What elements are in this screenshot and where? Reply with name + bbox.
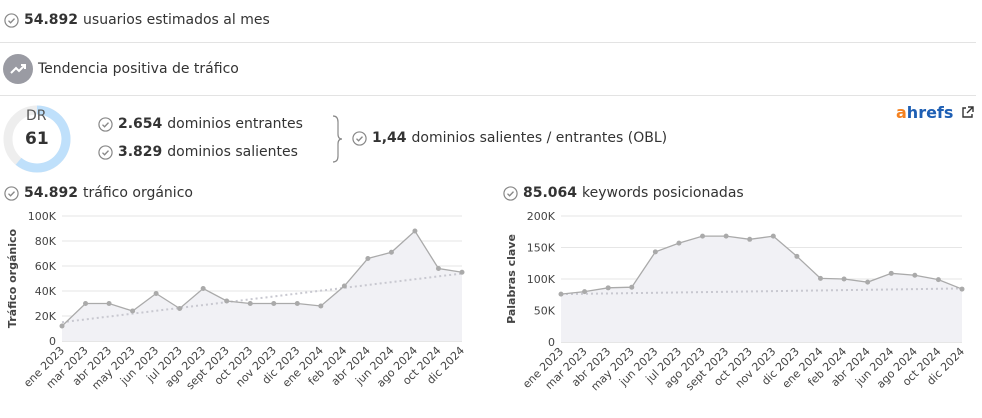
- value: 3.829: [118, 144, 163, 160]
- chart-title: 85.064 keywords posicionadas: [503, 185, 744, 201]
- point: [459, 269, 465, 275]
- point: [341, 283, 347, 289]
- label: dominios salientes: [167, 144, 298, 160]
- point: [412, 228, 418, 234]
- y-tick-label: 50K: [534, 305, 556, 318]
- y-tick-label: 150K: [527, 242, 556, 255]
- stat-row: 2.654 dominios entrantes: [98, 116, 303, 132]
- check-icon: [4, 185, 19, 201]
- dr-label: DR: [26, 108, 47, 124]
- point: [435, 266, 441, 271]
- check-icon: [352, 130, 367, 146]
- y-axis-label: Tráfico orgánico: [6, 228, 19, 328]
- brand-logo[interactable]: ahrefs: [896, 103, 954, 122]
- y-tick-label: 100K: [28, 210, 57, 223]
- dr-value: 61: [25, 129, 49, 149]
- value: 2.654: [118, 116, 163, 132]
- dr-gauge: [3, 105, 71, 173]
- point: [700, 233, 706, 239]
- point: [794, 253, 800, 259]
- point: [912, 272, 918, 278]
- y-tick-label: 60K: [35, 260, 57, 273]
- external-link-icon[interactable]: [961, 106, 974, 119]
- divider: [0, 42, 976, 43]
- point: [271, 301, 277, 306]
- label: usuarios estimados al mes: [83, 12, 270, 28]
- label: dominios entrantes: [167, 116, 303, 132]
- point: [59, 323, 65, 329]
- area: [62, 231, 462, 341]
- stat-row: 3.829 dominios salientes: [98, 144, 298, 160]
- point: [959, 286, 965, 292]
- value: 54.892: [24, 185, 79, 201]
- point: [841, 276, 847, 282]
- trend-line: [61, 272, 463, 324]
- y-axis-label: Palabras clave: [505, 234, 518, 324]
- point: [558, 291, 564, 297]
- gauge-arc: [15, 105, 71, 173]
- divider: [0, 95, 976, 96]
- y-tick-label: 0: [49, 335, 56, 348]
- point: [130, 308, 136, 314]
- y-tick-label: 100K: [527, 273, 556, 286]
- point: [770, 233, 776, 239]
- chart-title: 54.892 tráfico orgánico: [4, 185, 193, 201]
- check-icon: [98, 144, 113, 160]
- point: [83, 301, 89, 306]
- point: [676, 240, 682, 246]
- y-tick-label: 40K: [35, 285, 57, 298]
- point: [723, 233, 729, 239]
- point: [652, 249, 658, 255]
- point: [747, 236, 753, 242]
- stat-row: 54.892 usuarios estimados al mes: [4, 12, 270, 28]
- point: [106, 301, 112, 306]
- trend-icon: [3, 54, 33, 84]
- point: [153, 291, 159, 296]
- point: [817, 275, 823, 281]
- stat-row: 1,44 dominios salientes / entrantes (OBL): [352, 130, 667, 146]
- y-tick-label: 0: [548, 336, 555, 349]
- check-icon: [98, 116, 113, 132]
- point: [365, 256, 371, 261]
- value: 54.892: [24, 12, 79, 28]
- point: [388, 249, 394, 255]
- brace: [332, 115, 343, 163]
- area: [561, 236, 962, 342]
- label: dominios salientes / entrantes (OBL): [411, 130, 668, 146]
- label: tráfico orgánico: [83, 185, 193, 201]
- trend-line: [560, 287, 963, 296]
- point: [888, 270, 894, 276]
- point: [294, 301, 300, 306]
- line: [560, 235, 963, 295]
- value: 85.064: [523, 185, 578, 201]
- point: [605, 285, 611, 291]
- point: [582, 289, 588, 295]
- line: [61, 229, 463, 327]
- label: keywords posicionadas: [582, 185, 744, 201]
- point: [935, 277, 941, 283]
- check-icon: [503, 185, 518, 201]
- point: [224, 298, 230, 304]
- point: [318, 303, 324, 309]
- value: 1,44: [372, 130, 407, 146]
- y-tick-label: 200K: [527, 210, 556, 223]
- point: [177, 306, 183, 311]
- check-icon: [4, 12, 19, 28]
- trend-row: Tendencia positiva de tráfico: [3, 54, 239, 84]
- point: [200, 286, 206, 291]
- point: [247, 301, 253, 306]
- point: [865, 279, 871, 285]
- y-tick-label: 80K: [35, 235, 57, 248]
- y-tick-label: 20K: [35, 310, 57, 323]
- label: Tendencia positiva de tráfico: [38, 61, 239, 77]
- point: [629, 284, 635, 290]
